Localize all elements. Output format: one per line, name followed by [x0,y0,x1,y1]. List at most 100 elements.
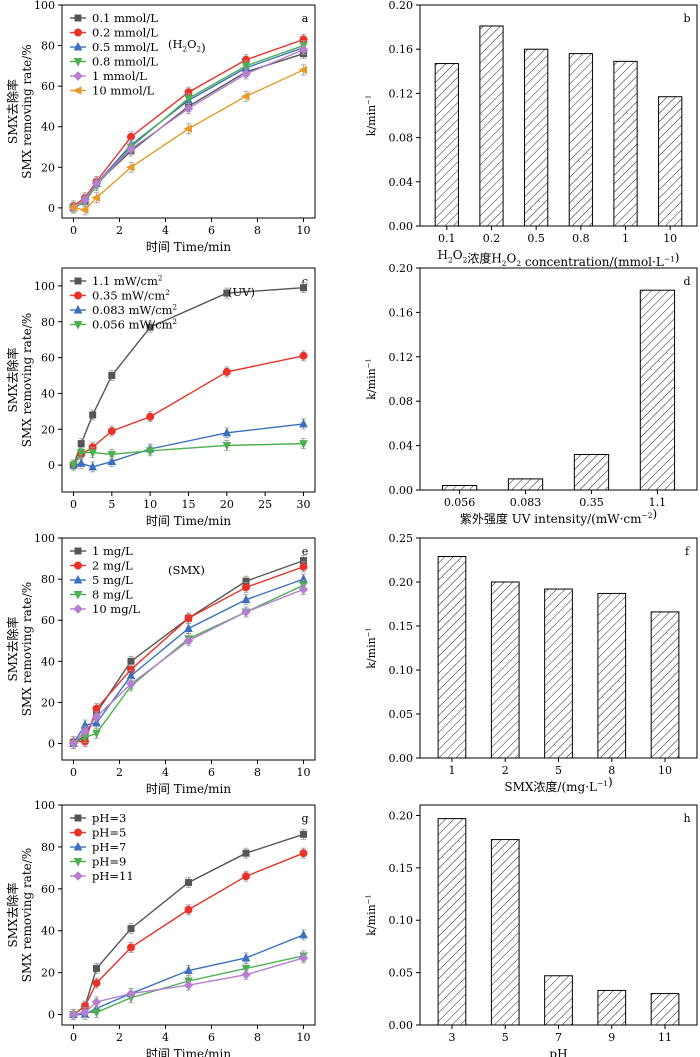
x-axis-label: 时间 Time/min [146,782,231,796]
data-point [74,828,82,837]
legend: 1 mg/L2 mg/L5 mg/L8 mg/L10 mg/L (SMX) [70,544,205,616]
data-point [298,65,307,75]
x-tick-label: 2 [116,766,123,779]
y-tick-label: 0.12 [389,87,414,100]
bar [568,53,593,227]
data-point [299,440,308,449]
x-tick-label: 0 [70,766,77,779]
x-axis-label: 时间 Time/min [146,514,231,528]
bar [490,839,520,1026]
panel-letter: f [685,545,690,558]
data-point [183,124,192,134]
data-point [73,574,83,584]
x-tick-label: 6 [208,224,215,237]
panel-letter: g [301,812,308,825]
data-point [73,58,83,67]
y-tick-label: 20 [41,967,55,980]
data-point [242,872,250,881]
data-point [93,964,100,972]
data-point [127,657,135,665]
x-axis-label: SMX浓度/(mg·L−1) [504,775,612,794]
y-tick-label: 0.16 [389,306,414,319]
legend-label: 0.056 mW/cm2 [92,317,177,332]
y-tick-label: 40 [41,655,55,668]
x-tick-label: 30 [297,498,311,511]
x-tick-label: 10 [297,1031,311,1044]
data-point [108,372,116,380]
data-point [80,726,90,736]
bar-chart-h: 0.00 0.05 0.10 0.15 0.20 3 5 7 9 11 pH k/min−1 h [365,804,698,1057]
data-point [107,450,117,460]
data-point [107,427,116,436]
x-tick-label: 3 [448,1031,455,1044]
data-point [241,952,251,962]
bar [650,611,680,759]
bar [573,453,610,491]
data-point [241,970,251,980]
y-tick-label: 60 [41,80,55,93]
data-point [299,849,308,858]
series [68,64,307,216]
data-point [223,289,231,297]
y-tick-label: 20 [41,161,55,174]
y-tick-label: 0.25 [389,532,414,545]
data-point [77,440,85,448]
y-tick-label: 0.05 [389,708,414,721]
data-point [184,965,193,975]
bar [650,993,680,1026]
data-point [184,614,193,623]
y-tick-label: 40 [41,121,55,134]
data-point [127,943,135,952]
y-axis-label-en: SMX removing rate/% [20,313,34,447]
data-point [183,636,194,646]
data-point [72,86,82,95]
y-tick-label: 0.20 [389,576,414,589]
bar [507,478,544,491]
data-point [107,456,117,466]
data-point [146,412,155,421]
panel-letter: a [302,12,309,25]
y-axis-label-cn: SMX去除率 [5,79,20,144]
y-tick-label: 0.12 [389,351,414,364]
data-point [125,162,135,172]
y-tick-label: 100 [34,799,55,812]
x-axis-label: 时间 Time/min [146,1047,231,1057]
data-point [298,584,309,595]
legend-label: 0.1 mmol/L [92,11,158,25]
y-tick-label: 60 [41,883,55,896]
legend-label: pH=3 [92,811,126,825]
data-point [73,871,83,881]
bar [490,581,520,759]
series [69,350,308,471]
y-tick-label: 0.20 [389,262,414,275]
x-tick-label: 0.2 [483,232,501,245]
plot-frame [419,267,698,491]
data-point [74,547,82,555]
x-tick-label: 20 [220,498,234,511]
legend-label: 0.35 mW/cm2 [92,288,170,303]
x-tick-label: 2 [502,764,509,777]
x-tick-label: 1 [622,232,629,245]
x-tick-label: 15 [182,498,196,511]
y-tick-label: 80 [41,316,55,329]
data-point [73,41,83,51]
panel-letter: h [683,812,690,825]
legend-label: 2 mg/L [92,559,133,573]
data-point [241,62,251,71]
x-tick-label: 1.1 [649,496,667,509]
data-point [242,583,250,592]
legend-label: 10 mg/L [92,602,140,616]
x-tick-label: 25 [258,498,272,511]
y-axis-label-cn: SMX去除率 [5,882,20,947]
legend-label: 0.083 mW/cm2 [92,302,177,317]
bar [524,48,549,227]
y-tick-label: 100 [34,532,55,545]
x-tick-label: 8 [254,1031,261,1044]
y-tick-label: 40 [41,387,55,400]
data-point [92,704,101,713]
plot-frame [61,804,316,1026]
data-point [73,604,83,614]
x-tick-label: 7 [555,1031,562,1044]
